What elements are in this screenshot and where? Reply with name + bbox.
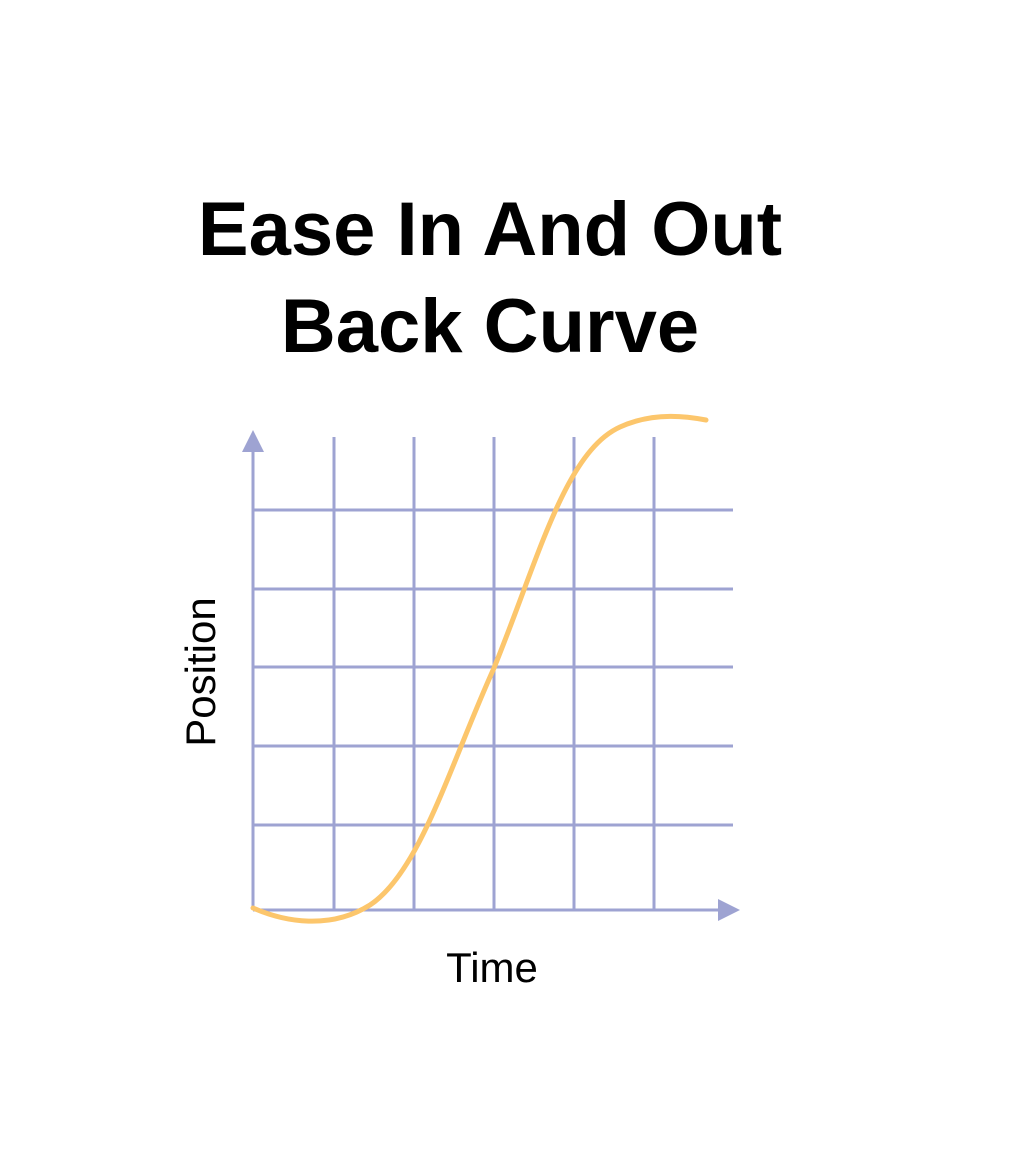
title-line: Ease In And Out	[198, 187, 782, 272]
y-axis-label: Position	[177, 597, 224, 746]
curve	[250, 413, 709, 924]
x-axis-arrow	[718, 899, 740, 921]
x-axis-label: Time	[446, 944, 538, 991]
axes	[242, 430, 740, 921]
title-line: Back Curve	[281, 284, 699, 369]
grid	[253, 437, 733, 910]
y-axis-arrow	[242, 430, 264, 452]
